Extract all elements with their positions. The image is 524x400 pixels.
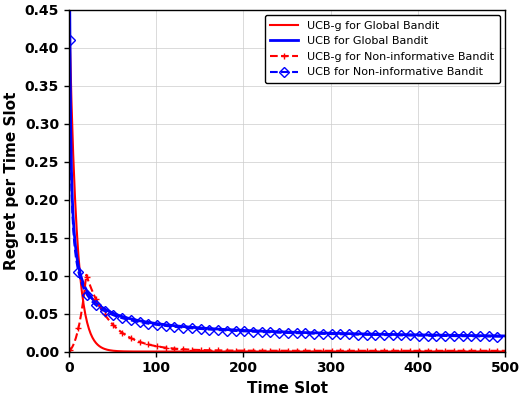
UCB-g for Global Bandit: [423, 349, 430, 354]
UCB-g for Non-informative Bandit: [275, 348, 281, 353]
Line: UCB for Global Bandit: UCB for Global Bandit: [70, 1, 505, 336]
UCB for Non-informative Bandit: [492, 334, 498, 339]
UCB-g for Non-informative Bandit: [424, 348, 431, 353]
UCB for Global Bandit: [274, 329, 280, 334]
UCB for Global Bandit: [326, 331, 332, 336]
UCB for Global Bandit: [67, 0, 73, 4]
UCB-g for Global Bandit: [302, 349, 309, 354]
UCB-g for Non-informative Bandit: [277, 348, 283, 353]
UCB-g for Global Bandit: [492, 349, 498, 354]
UCB for Global Bandit: [492, 334, 498, 338]
UCB for Non-informative Bandit: [502, 334, 508, 339]
UCB for Global Bandit: [302, 330, 309, 335]
UCB-g for Global Bandit: [326, 349, 332, 354]
UCB for Non-informative Bandit: [326, 332, 332, 336]
UCB for Non-informative Bandit: [423, 333, 430, 338]
UCB-g for Global Bandit: [67, 30, 73, 35]
Line: UCB for Non-informative Bandit: UCB for Non-informative Bandit: [66, 36, 509, 340]
UCB for Non-informative Bandit: [276, 330, 282, 335]
Legend: UCB-g for Global Bandit, UCB for Global Bandit, UCB-g for Non-informative Bandit: UCB-g for Global Bandit, UCB for Global …: [265, 15, 500, 83]
UCB for Global Bandit: [502, 334, 508, 338]
UCB-g for Global Bandit: [502, 349, 508, 354]
X-axis label: Time Slot: Time Slot: [247, 381, 328, 396]
UCB-g for Non-informative Bandit: [67, 348, 73, 353]
UCB for Non-informative Bandit: [67, 38, 73, 42]
UCB-g for Non-informative Bandit: [502, 348, 508, 353]
UCB-g for Global Bandit: [274, 349, 280, 354]
UCB-g for Non-informative Bandit: [83, 272, 90, 277]
UCB-g for Non-informative Bandit: [303, 348, 310, 353]
UCB-g for Non-informative Bandit: [493, 348, 499, 353]
UCB for Global Bandit: [423, 332, 430, 337]
UCB-g for Non-informative Bandit: [326, 348, 333, 353]
Line: UCB-g for Global Bandit: UCB-g for Global Bandit: [70, 32, 505, 352]
UCB for Non-informative Bandit: [274, 330, 280, 335]
UCB for Global Bandit: [276, 329, 282, 334]
Y-axis label: Regret per Time Slot: Regret per Time Slot: [4, 92, 19, 270]
UCB for Non-informative Bandit: [302, 331, 309, 336]
UCB-g for Global Bandit: [276, 349, 282, 354]
Line: UCB-g for Non-informative Bandit: UCB-g for Non-informative Bandit: [66, 271, 509, 354]
